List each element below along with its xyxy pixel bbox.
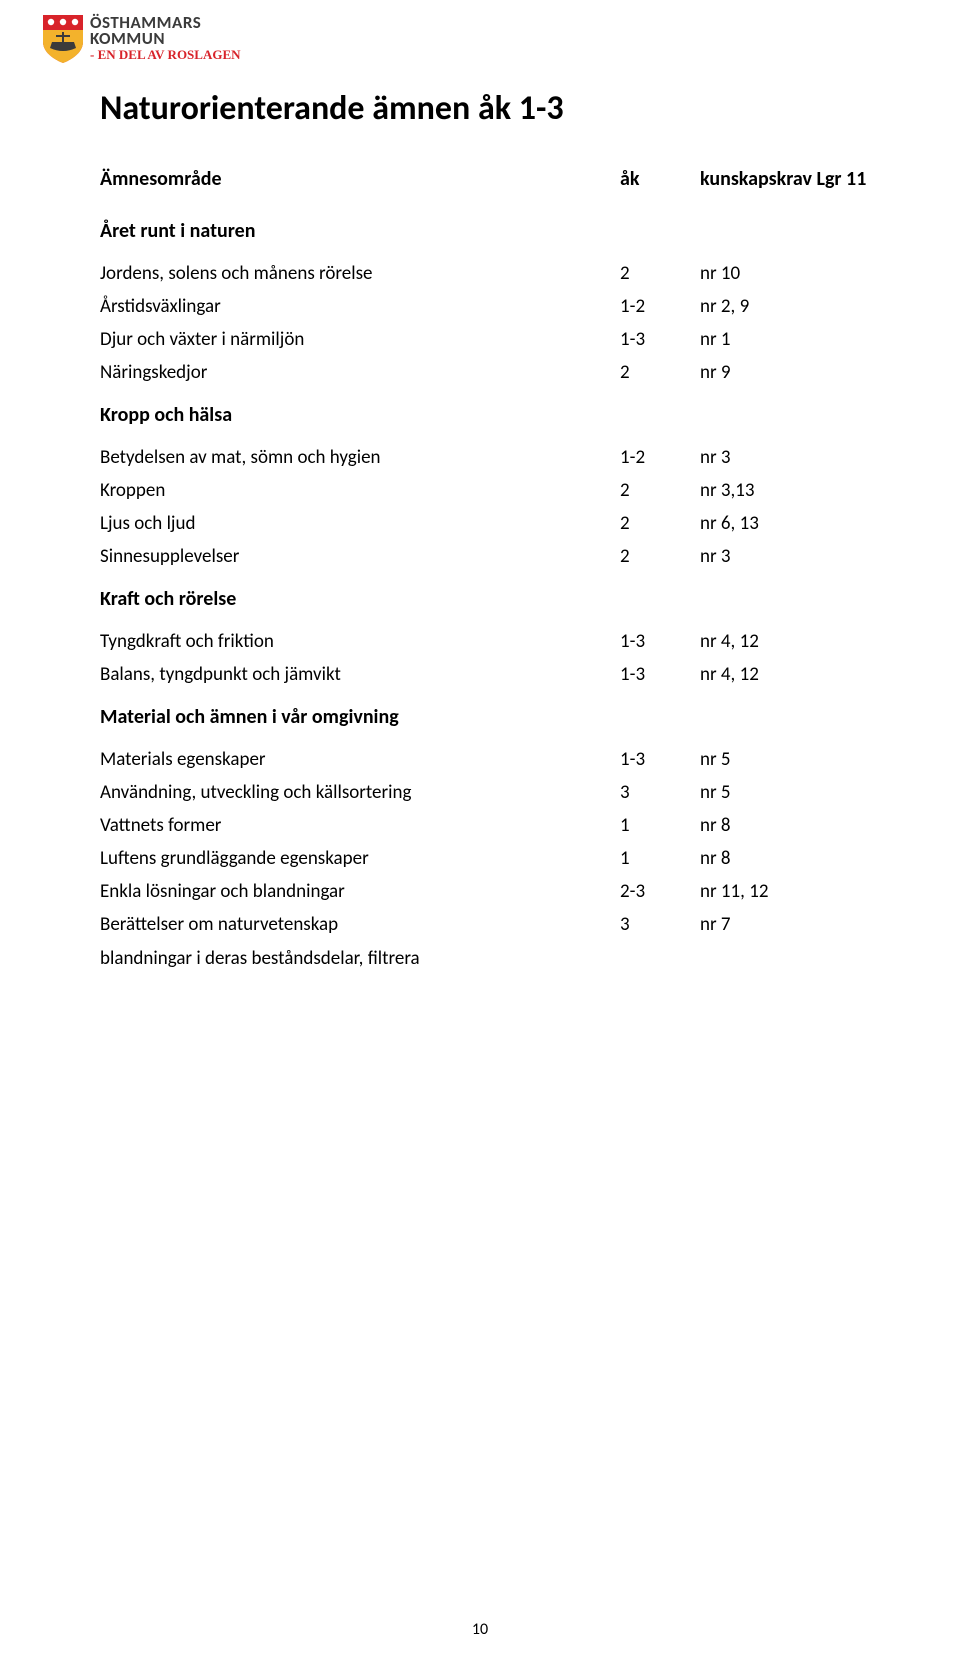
cell-requirement: nr 4, 12 xyxy=(700,630,880,653)
cell-subject: Användning, utveckling och källsortering xyxy=(100,781,620,804)
table-header-row: Ämnesområde åk kunskapskrav Lgr 11 xyxy=(100,163,880,205)
cell-year: 1-3 xyxy=(620,748,700,771)
cell-year: 2 xyxy=(620,512,700,535)
cell-subject: Näringskedjor xyxy=(100,361,620,384)
logo-text: ÖSTHAMMARS KOMMUN - EN DEL AV ROSLAGEN xyxy=(90,14,241,61)
cell-year: 1-2 xyxy=(620,446,700,469)
cell-year: 2 xyxy=(620,479,700,502)
logo-tagline: - EN DEL AV ROSLAGEN xyxy=(90,48,241,61)
header-subject: Ämnesområde xyxy=(100,167,620,191)
cell-requirement: nr 2, 9 xyxy=(700,295,880,318)
page: ÖSTHAMMARS KOMMUN - EN DEL AV ROSLAGEN N… xyxy=(0,0,960,1675)
section-heading-row: Året runt i naturen xyxy=(100,205,880,257)
cell-year: 1-3 xyxy=(620,630,700,653)
table-row: Kroppen2nr 3,13 xyxy=(100,474,880,507)
section-heading: Kraft och rörelse xyxy=(100,587,620,611)
table-row: Vattnets former1nr 8 xyxy=(100,809,880,842)
cell-year: 1-3 xyxy=(620,328,700,351)
cell-year: 3 xyxy=(620,913,700,936)
cell-requirement: nr 5 xyxy=(700,781,880,804)
cell-subject: Tyngdkraft och friktion xyxy=(100,630,620,653)
cell-year: 3 xyxy=(620,781,700,804)
cell-year: 2-3 xyxy=(620,880,700,903)
cell-requirement: nr 8 xyxy=(700,847,880,870)
cell-subject: Betydelsen av mat, sömn och hygien xyxy=(100,446,620,469)
cell-subject: Balans, tyngdpunkt och jämvikt xyxy=(100,663,620,686)
cell-subject: Materials egenskaper xyxy=(100,748,620,771)
table-row: Årstidsväxlingar1-2nr 2, 9 xyxy=(100,290,880,323)
page-number: 10 xyxy=(0,1620,960,1639)
cell-subject: Jordens, solens och månens rörelse xyxy=(100,262,620,285)
table-row: Näringskedjor2nr 9 xyxy=(100,356,880,389)
header-requirement: kunskapskrav Lgr 11 xyxy=(700,167,880,191)
cell-requirement: nr 10 xyxy=(700,262,880,285)
section-heading: Material och ämnen i vår omgivning xyxy=(100,705,620,729)
cell-subject: Luftens grundläggande egenskaper xyxy=(100,847,620,870)
page-title: Naturorienterande ämnen åk 1-3 xyxy=(100,88,880,129)
cell-subject: Kroppen xyxy=(100,479,620,502)
cell-subject: Årstidsväxlingar xyxy=(100,295,620,318)
cell-year: 2 xyxy=(620,545,700,568)
section-heading: Kropp och hälsa xyxy=(100,403,620,427)
section-heading-row: Kraft och rörelse xyxy=(100,573,880,625)
cell-year: 1-2 xyxy=(620,295,700,318)
logo-row: ÖSTHAMMARS KOMMUN - EN DEL AV ROSLAGEN xyxy=(42,14,880,64)
header-year: åk xyxy=(620,167,700,191)
cell-requirement: nr 1 xyxy=(700,328,880,351)
cell-year: 1 xyxy=(620,814,700,837)
table-row: Jordens, solens och månens rörelse2nr 10 xyxy=(100,257,880,290)
logo-line2: KOMMUN xyxy=(90,30,241,47)
cell-requirement: nr 4, 12 xyxy=(700,663,880,686)
table-row: Tyngdkraft och friktion1-3nr 4, 12 xyxy=(100,625,880,658)
cell-year: 1-3 xyxy=(620,663,700,686)
table-row: Ljus och ljud2nr 6, 13 xyxy=(100,507,880,540)
cell-requirement: nr 9 xyxy=(700,361,880,384)
cell-requirement: nr 6, 13 xyxy=(700,512,880,535)
cell-requirement: nr 5 xyxy=(700,748,880,771)
cell-requirement: nr 7 xyxy=(700,913,880,936)
cell-subject: Sinnesupplevelser xyxy=(100,545,620,568)
cell-requirement: nr 3,13 xyxy=(700,479,880,502)
cell-subject: Djur och växter i närmiljön xyxy=(100,328,620,351)
section-heading-row: Kropp och hälsa xyxy=(100,389,880,441)
cell-subject: Berättelser om naturvetenskap xyxy=(100,913,620,936)
cell-requirement: nr 3 xyxy=(700,446,880,469)
cell-requirement: nr 8 xyxy=(700,814,880,837)
table-row: Djur och växter i närmiljön1-3nr 1 xyxy=(100,323,880,356)
cell-year: 2 xyxy=(620,361,700,384)
table-row: Materials egenskaper1-3nr 5 xyxy=(100,743,880,776)
table-row: Balans, tyngdpunkt och jämvikt1-3nr 4, 1… xyxy=(100,658,880,691)
table-row: Användning, utveckling och källsortering… xyxy=(100,776,880,809)
cell-subject: Vattnets former xyxy=(100,814,620,837)
sections-container: Året runt i naturen Jordens, solens och m… xyxy=(100,205,880,941)
table-row: Luftens grundläggande egenskaper1nr 8 xyxy=(100,842,880,875)
table-row: Betydelsen av mat, sömn och hygien1-2nr … xyxy=(100,441,880,474)
table-row: Sinnesupplevelser2nr 3 xyxy=(100,540,880,573)
cell-year: 1 xyxy=(620,847,700,870)
footer-note: blandningar i deras beståndsdelar, filtr… xyxy=(100,941,880,970)
header-logo: ÖSTHAMMARS KOMMUN - EN DEL AV ROSLAGEN xyxy=(42,14,880,64)
shield-icon xyxy=(42,14,84,64)
cell-requirement: nr 3 xyxy=(700,545,880,568)
table-row: Enkla lösningar och blandningar2-3nr 11,… xyxy=(100,875,880,908)
cell-subject: Enkla lösningar och blandningar xyxy=(100,880,620,903)
cell-requirement: nr 11, 12 xyxy=(700,880,880,903)
section-heading: Året runt i naturen xyxy=(100,219,620,243)
section-heading-row: Material och ämnen i vår omgivning xyxy=(100,691,880,743)
table-row: Berättelser om naturvetenskap3nr 7 xyxy=(100,908,880,941)
cell-subject: Ljus och ljud xyxy=(100,512,620,535)
cell-year: 2 xyxy=(620,262,700,285)
